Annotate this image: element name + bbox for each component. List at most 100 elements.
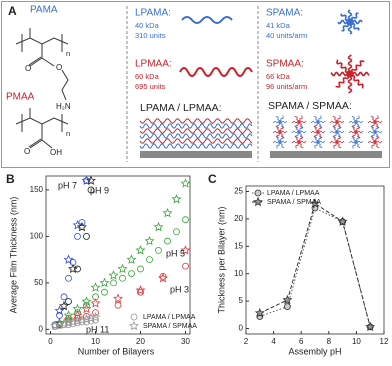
film-star: [279, 121, 285, 129]
film-star: [367, 130, 376, 134]
circle-marker: [137, 288, 144, 296]
circle-marker: [164, 237, 171, 245]
star-marker: [59, 318, 69, 329]
film-star: [333, 121, 338, 129]
film-star: [295, 131, 300, 139]
film-star: [279, 131, 285, 139]
panel-label: C: [208, 172, 217, 186]
film-star: [279, 130, 288, 134]
annotation: pH 7: [58, 180, 77, 190]
y-tick-label: 20: [234, 214, 243, 223]
film-star: [374, 131, 380, 139]
star-marker: [54, 319, 65, 329]
annotation: pH 9: [90, 185, 109, 195]
film-star: [314, 141, 319, 149]
film-star: [298, 121, 304, 129]
x-tick-label: 4: [271, 337, 276, 346]
film-chain: [139, 143, 253, 149]
annotation: pH 3: [170, 284, 189, 294]
film-chain: [139, 118, 253, 124]
y-tick-label: 0: [39, 324, 44, 333]
film-star: [352, 141, 357, 149]
film-star: [279, 141, 285, 149]
film-star: [314, 131, 319, 139]
legend-label: LPAMA / LPMAA: [267, 190, 320, 197]
plot-frame: [45, 175, 191, 335]
star-marker: [253, 196, 263, 207]
substrate: [270, 151, 382, 158]
legend-label: LPAMA / LPMAA: [143, 314, 196, 321]
film-star: [272, 120, 281, 124]
star-marker: [180, 245, 191, 255]
star-marker: [153, 221, 164, 232]
linear-chain: [179, 67, 253, 77]
film-star: [367, 120, 376, 124]
star-marker: [50, 320, 60, 330]
circle-marker: [119, 274, 126, 282]
circle-marker: [74, 233, 81, 240]
film-star: [298, 120, 307, 124]
film-star: [355, 140, 364, 144]
spmaa-units: 96 units/arm: [266, 82, 307, 91]
film-star: [371, 121, 376, 129]
film-star: [295, 121, 300, 129]
star-arm: [330, 71, 351, 77]
x-tick-label: 30: [181, 337, 190, 346]
atom: O: [56, 63, 62, 72]
lpama-label: LPAMA:: [135, 8, 171, 19]
series-line: [259, 202, 371, 328]
circle-marker: [51, 323, 59, 330]
plot-frame: [245, 185, 385, 335]
star-arm: [335, 72, 351, 88]
circle-marker: [60, 321, 68, 329]
series-line: [259, 207, 371, 328]
film-star: [317, 120, 326, 124]
film-chain: [139, 133, 253, 139]
film-star: [336, 140, 345, 144]
star-marker: [63, 310, 74, 320]
film-star: [310, 130, 319, 134]
film-star: [333, 131, 338, 139]
x-tick-label: 12: [380, 337, 389, 346]
film-star: [291, 120, 300, 124]
film-star: [336, 131, 342, 139]
circle-marker: [146, 256, 153, 264]
substrate: [140, 151, 252, 158]
panel-label: A: [8, 4, 17, 18]
x-tick-label: 20: [136, 337, 145, 346]
film-star: [272, 130, 281, 134]
pmaa-label: PMAA: [6, 92, 35, 103]
lpama-mw: 40 kDa: [135, 21, 160, 30]
circle-marker: [92, 293, 99, 301]
star-marker: [99, 277, 110, 288]
circle-marker: [130, 313, 138, 321]
circle-marker: [182, 262, 189, 270]
spama-mw: 41 kDa: [266, 21, 291, 30]
x-tick-label: 8: [327, 337, 332, 346]
star-marker: [81, 313, 92, 324]
film-star: [332, 115, 338, 123]
y-axis-label: Average Film Thickness (nm): [8, 197, 18, 314]
circle-marker: [182, 216, 189, 224]
star-marker: [90, 312, 101, 322]
film-star: [310, 120, 319, 124]
x-tick-label: 10: [352, 337, 361, 346]
star-arm: [347, 73, 353, 94]
star-marker: [68, 316, 78, 327]
film-star: [336, 141, 342, 149]
star-marker: [81, 296, 92, 306]
film-star: [336, 130, 345, 134]
film-star: [336, 120, 345, 124]
circle-marker: [92, 316, 99, 324]
film-star: [348, 120, 357, 124]
film-star: [355, 121, 361, 129]
film-star: [355, 130, 364, 134]
star-marker: [310, 198, 320, 208]
circle-marker: [254, 189, 262, 197]
circle-marker: [92, 309, 99, 317]
film-star: [355, 141, 361, 149]
star-marker: [54, 317, 65, 328]
pama-label: PAMA: [30, 5, 58, 16]
film-chain: [139, 128, 253, 134]
film-chain: [139, 123, 253, 129]
